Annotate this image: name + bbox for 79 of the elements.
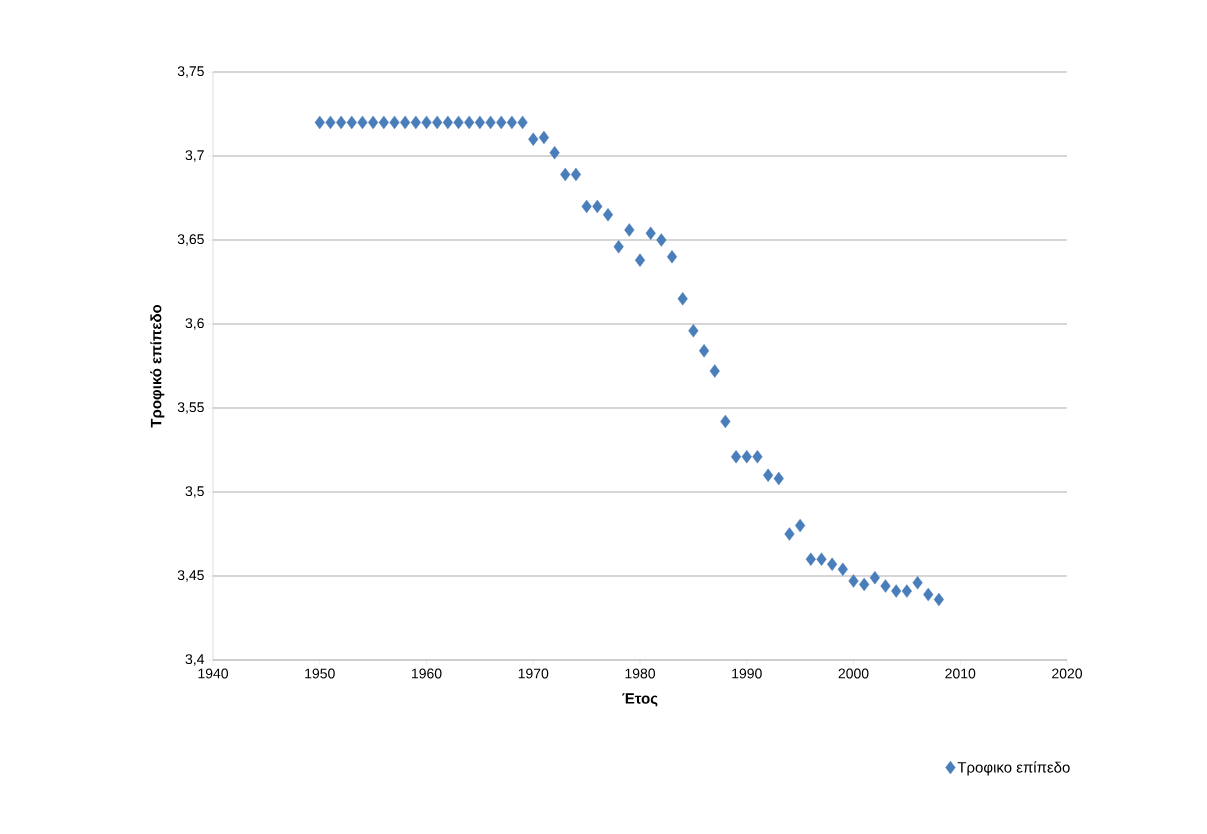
point <box>592 199 603 214</box>
point <box>378 115 389 130</box>
point <box>752 450 763 464</box>
point <box>560 167 571 182</box>
x-tick-label: 1980 <box>625 668 656 679</box>
point <box>517 115 528 130</box>
point <box>613 240 624 254</box>
y-tick-label: 3,75 <box>177 66 204 78</box>
y-axis-title: Τροφικό επίπεδο <box>150 304 165 428</box>
point <box>496 115 507 130</box>
point <box>645 226 656 240</box>
point <box>528 132 539 146</box>
point <box>891 584 902 598</box>
x-tick-label: 1960 <box>412 668 442 679</box>
point <box>634 253 646 267</box>
x-tick-label: 2000 <box>838 668 869 679</box>
point <box>677 292 688 306</box>
point <box>624 223 635 237</box>
point <box>400 115 411 130</box>
point <box>442 115 453 130</box>
point <box>709 364 720 378</box>
point <box>570 167 582 182</box>
point <box>666 250 678 264</box>
point <box>485 115 496 130</box>
point <box>731 450 742 464</box>
y-tick-label: 3,6 <box>185 318 204 330</box>
point <box>538 130 550 145</box>
point <box>837 562 848 576</box>
point <box>848 574 859 588</box>
point <box>506 115 517 130</box>
point <box>421 115 432 130</box>
x-tick-label: 1990 <box>732 668 762 679</box>
point <box>912 576 923 590</box>
point <box>901 584 912 598</box>
point <box>763 468 774 482</box>
x-axis-title: Έτος <box>622 693 658 707</box>
point <box>453 115 464 130</box>
point <box>805 552 816 566</box>
point <box>795 518 806 533</box>
point <box>773 471 784 486</box>
point <box>859 577 870 592</box>
point <box>720 414 731 429</box>
point <box>784 527 795 541</box>
point <box>357 115 368 130</box>
x-tick-label: 1950 <box>305 668 335 679</box>
x-tick-label: 1940 <box>198 668 229 679</box>
x-tick-label: 2020 <box>1052 668 1083 679</box>
point <box>656 233 667 247</box>
point <box>325 115 336 130</box>
point <box>933 592 944 607</box>
point <box>346 115 357 130</box>
y-tick-label: 3,4 <box>185 654 205 666</box>
point <box>698 344 710 358</box>
point <box>432 115 443 130</box>
y-tick-label: 3,7 <box>185 150 204 162</box>
point <box>336 115 347 130</box>
y-tick-label: 3,45 <box>177 570 204 582</box>
point <box>464 115 475 130</box>
point <box>827 557 838 571</box>
point <box>880 579 891 593</box>
x-tick-label: 1970 <box>518 668 549 679</box>
y-tick-label: 3,5 <box>185 486 204 498</box>
point <box>816 552 827 566</box>
point <box>923 587 934 602</box>
point <box>602 208 614 222</box>
point <box>741 450 752 464</box>
point <box>314 115 325 130</box>
y-tick-label: 3,65 <box>177 234 204 246</box>
legend-label: Τροφικο επίπεδο <box>957 761 1070 776</box>
point <box>474 115 485 130</box>
point <box>581 199 592 214</box>
y-tick-label: 3,55 <box>177 402 204 414</box>
point <box>688 324 699 338</box>
point <box>869 570 880 585</box>
point <box>368 115 379 130</box>
point <box>389 115 400 130</box>
point <box>410 115 421 130</box>
point <box>549 145 560 160</box>
x-tick-label: 2010 <box>945 668 976 679</box>
